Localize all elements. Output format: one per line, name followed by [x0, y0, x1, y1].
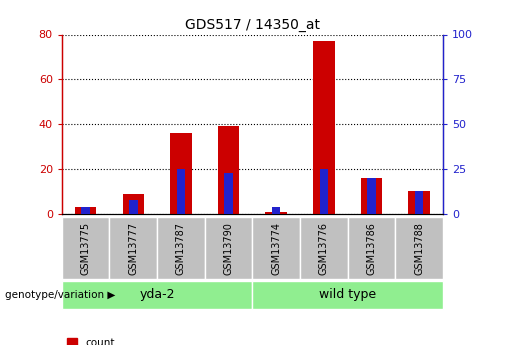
- Bar: [313, 41, 335, 214]
- Text: yda-2: yda-2: [140, 288, 175, 302]
- Text: genotype/variation ▶: genotype/variation ▶: [5, 290, 115, 300]
- Text: GSM13776: GSM13776: [319, 222, 329, 275]
- Bar: [408, 191, 430, 214]
- Bar: [360, 178, 382, 214]
- Legend: count, percentile rank within the sample: count, percentile rank within the sample: [67, 338, 262, 345]
- Bar: [224, 172, 233, 214]
- Bar: [367, 178, 376, 214]
- Bar: [272, 207, 281, 214]
- Text: GSM13774: GSM13774: [271, 222, 281, 275]
- Bar: [170, 133, 192, 214]
- Bar: [129, 199, 138, 214]
- Bar: [218, 126, 239, 214]
- Text: wild type: wild type: [319, 288, 376, 302]
- Text: GSM13788: GSM13788: [414, 222, 424, 275]
- Bar: [75, 207, 96, 214]
- Bar: [123, 194, 144, 214]
- Bar: [415, 190, 423, 214]
- Text: GSM13787: GSM13787: [176, 222, 186, 275]
- Bar: [265, 211, 287, 214]
- Title: GDS517 / 14350_at: GDS517 / 14350_at: [185, 18, 320, 32]
- Text: GSM13777: GSM13777: [128, 222, 138, 275]
- Bar: [177, 169, 185, 214]
- Text: GSM13790: GSM13790: [224, 222, 233, 275]
- Bar: [319, 169, 328, 214]
- Text: GSM13775: GSM13775: [81, 222, 91, 275]
- Bar: [81, 207, 90, 214]
- Text: GSM13786: GSM13786: [367, 222, 376, 275]
